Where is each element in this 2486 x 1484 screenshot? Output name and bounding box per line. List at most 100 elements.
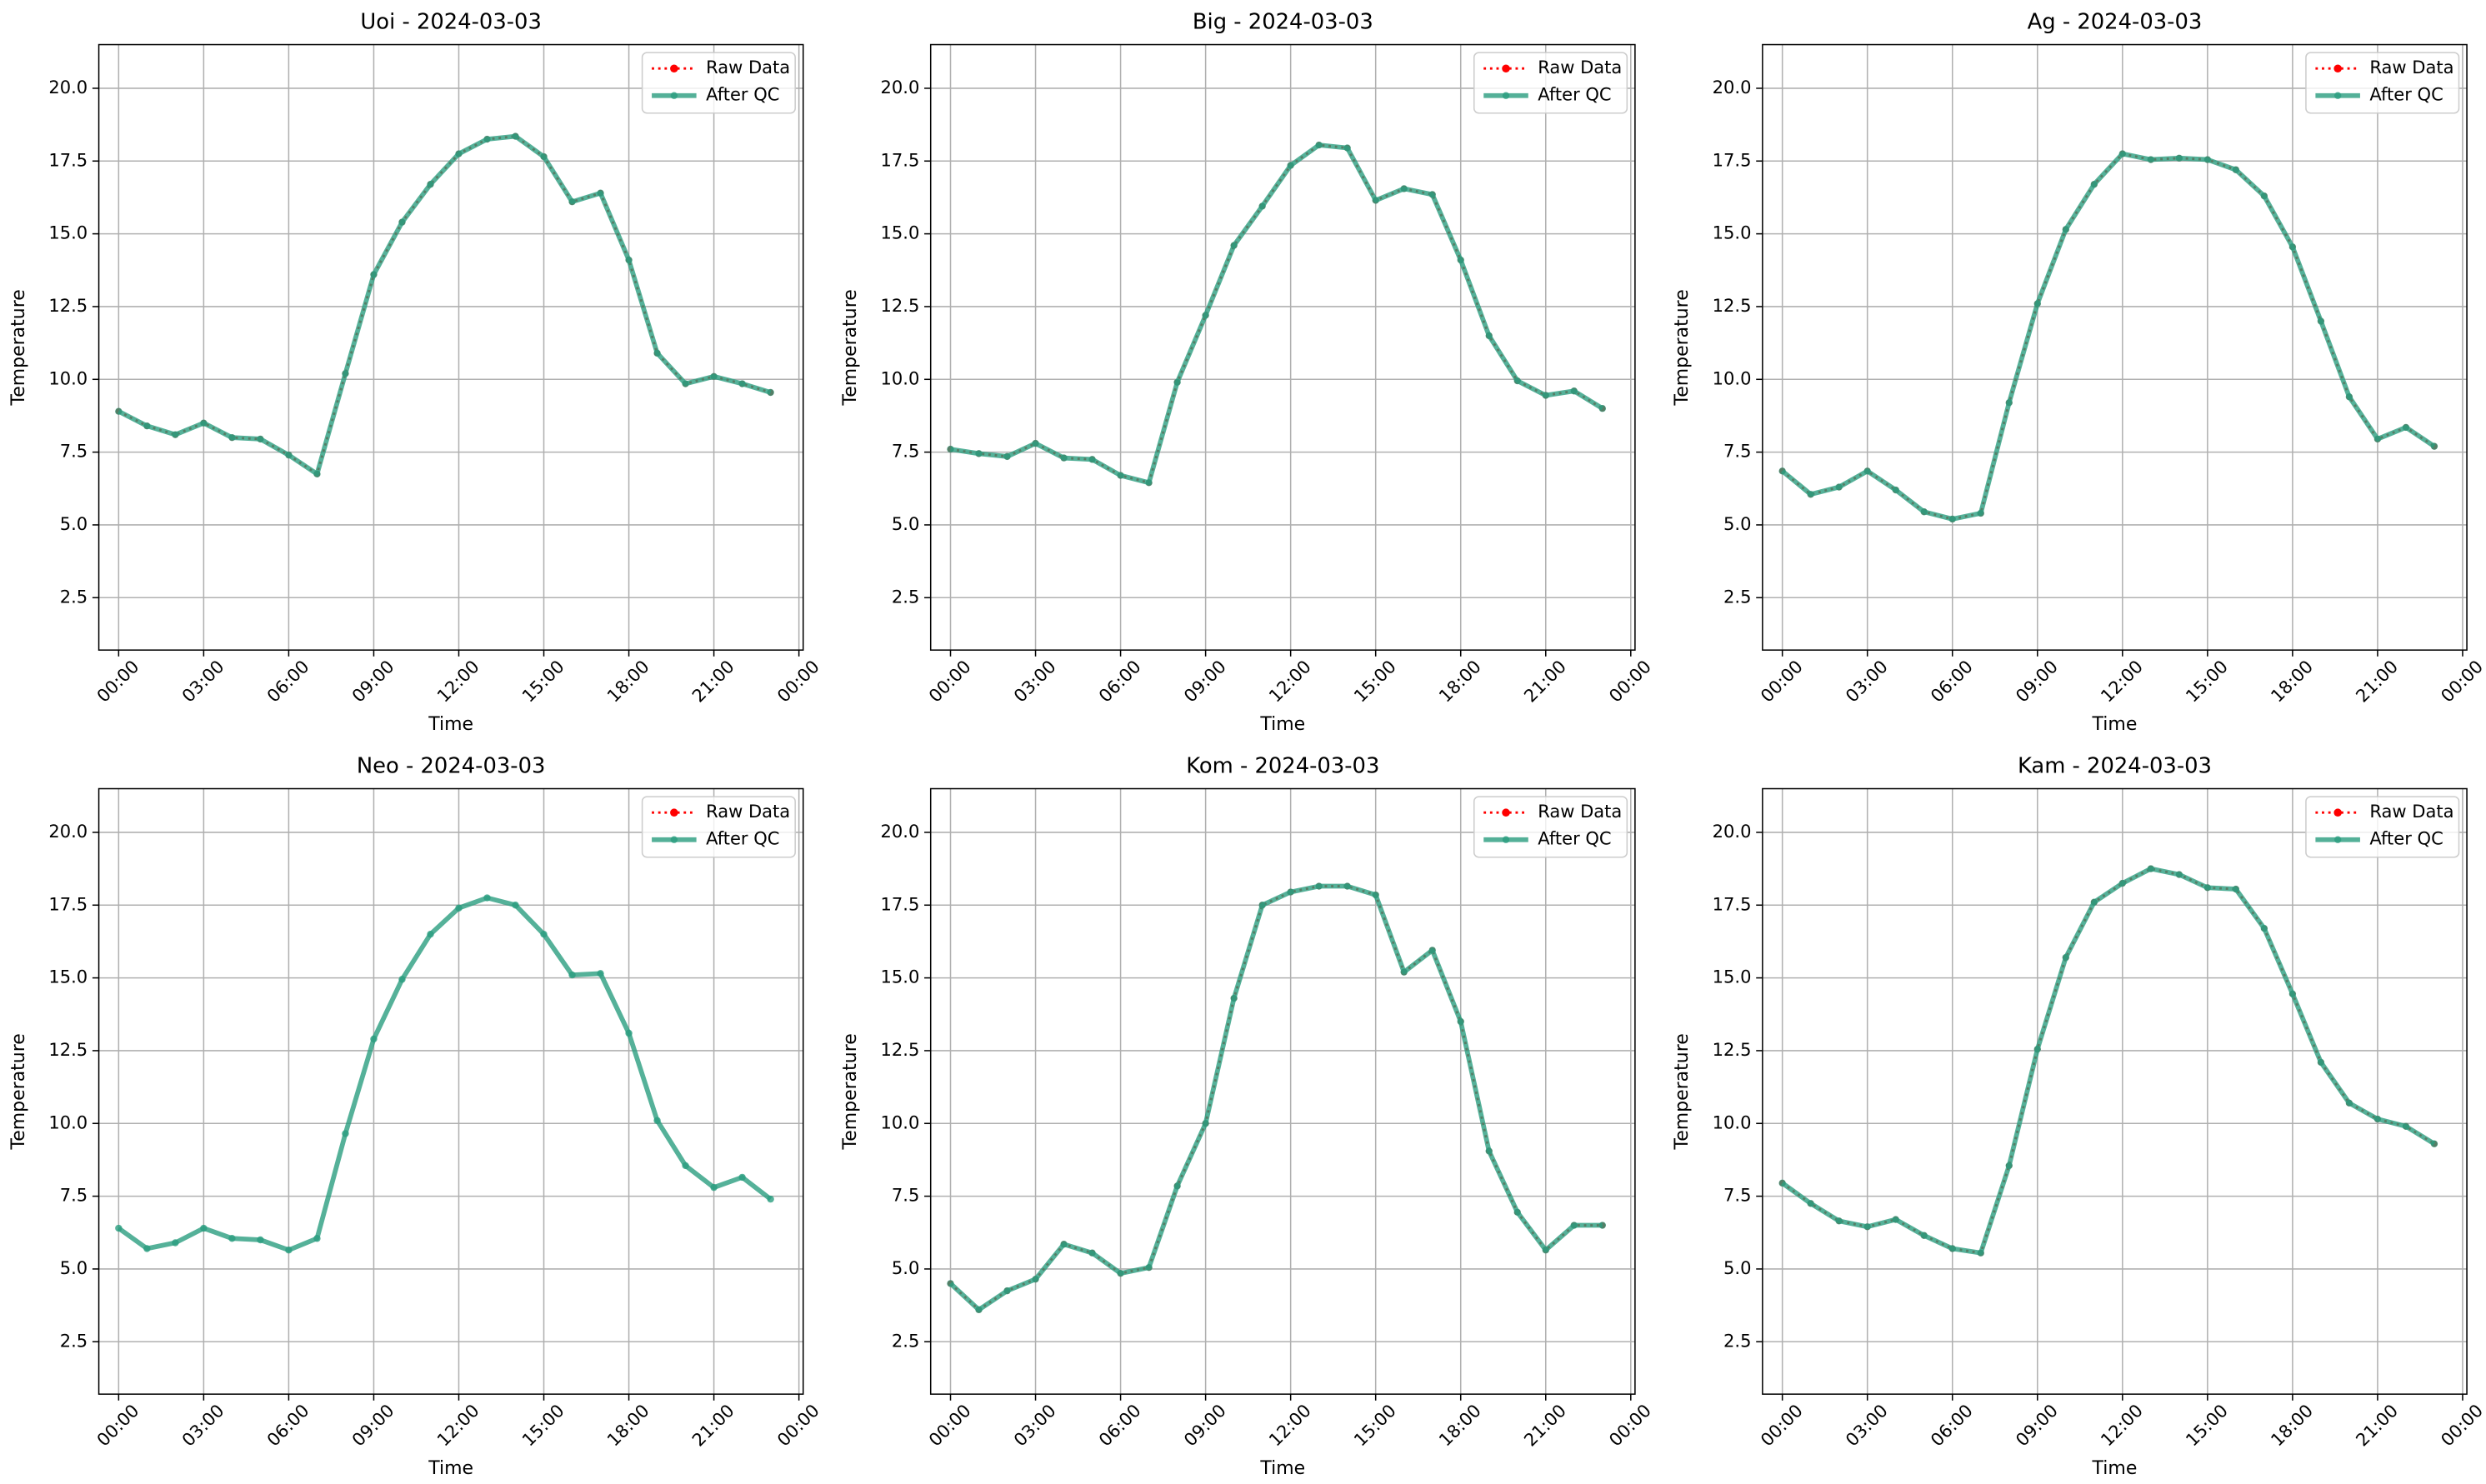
qc-point	[1863, 1223, 1871, 1231]
qc-point	[1542, 392, 1549, 399]
qc-point	[2288, 243, 2297, 251]
qc-point	[313, 470, 321, 478]
qc-point	[1343, 882, 1351, 890]
y-tick-label: 2.5	[60, 586, 88, 607]
qc-point	[2402, 1122, 2410, 1130]
qc-point	[1948, 515, 1956, 523]
qc-point	[1003, 1287, 1011, 1295]
axes-frame	[1762, 43, 2468, 651]
x-tick-label: 21:00	[2352, 1400, 2403, 1451]
x-tick-label: 15:00	[2182, 1400, 2233, 1451]
qc-point	[1287, 888, 1294, 896]
y-tick-label: 10.0	[48, 1112, 88, 1132]
x-axis-label: Time	[428, 714, 473, 735]
x-tick-label: 21:00	[688, 1400, 738, 1451]
legend-label: Raw Data	[1538, 801, 1622, 822]
x-tick-label: 12:00	[1264, 656, 1315, 707]
qc-point	[568, 197, 576, 206]
x-tick-label: 00:00	[2437, 1400, 2486, 1451]
qc-point	[625, 1029, 633, 1037]
y-tick-label: 17.5	[881, 893, 920, 914]
x-tick-label: 00:00	[924, 1400, 975, 1451]
qc-point	[427, 930, 434, 938]
qc-point	[568, 971, 576, 979]
x-tick-label: 00:00	[2437, 656, 2486, 707]
qc-point	[2288, 990, 2297, 998]
subplot-title: Big - 2024-03-03	[1193, 9, 1373, 34]
qc-point	[1542, 1247, 1549, 1254]
x-tick-label: 00:00	[93, 656, 143, 707]
y-tick-label: 12.5	[48, 295, 88, 316]
qc-point	[1570, 1222, 1578, 1229]
y-tick-label: 5.0	[1723, 513, 1751, 534]
qc-point	[653, 1117, 661, 1124]
qc-point	[2033, 300, 2041, 307]
qc-point	[625, 256, 633, 264]
x-tick-label: 00:00	[1604, 656, 1655, 707]
y-tick-label: 15.0	[48, 967, 88, 987]
qc-point	[2232, 885, 2240, 893]
y-tick-label: 20.0	[48, 821, 88, 842]
legend-marker	[670, 64, 678, 73]
qc-point	[710, 1183, 718, 1192]
qc-point	[1807, 491, 1814, 498]
x-tick-label: 12:00	[2096, 656, 2147, 707]
y-axis-label: Temperature	[1672, 1033, 1693, 1150]
x-tick-label: 03:00	[1009, 1400, 1060, 1451]
qc-point	[2175, 871, 2183, 878]
x-tick-label: 18:00	[603, 1400, 653, 1451]
qc-point	[1230, 994, 1238, 1002]
x-tick-label: 09:00	[348, 656, 398, 707]
qc-line	[1781, 866, 2436, 1256]
qc-point	[2175, 154, 2183, 162]
qc-point	[947, 445, 954, 453]
qc-point	[370, 271, 378, 278]
qc-line	[1780, 151, 2436, 522]
subplot-title: Kam - 2024-03-03	[2018, 753, 2212, 778]
qc-point	[1202, 1120, 1209, 1127]
legend-marker	[670, 808, 678, 817]
qc-point	[2430, 1140, 2438, 1147]
qc-point	[1003, 452, 1011, 461]
qc-point	[2005, 1162, 2013, 1170]
qc-point	[653, 349, 661, 357]
y-tick-label: 17.5	[881, 149, 920, 170]
qc-point	[143, 1245, 151, 1252]
qc-point	[228, 1235, 236, 1242]
legend-marker	[1502, 64, 1510, 73]
x-axis-label: Time	[2092, 1458, 2138, 1479]
y-tick-label: 5.0	[60, 513, 88, 534]
y-axis-label: Temperature	[8, 1033, 29, 1150]
qc-point	[1088, 456, 1096, 463]
y-tick-label: 2.5	[60, 1330, 88, 1351]
x-tick-label: 06:00	[263, 1400, 313, 1451]
legend-label: After QC	[2369, 84, 2443, 105]
qc-point	[1060, 454, 1068, 462]
qc-point	[597, 970, 604, 977]
qc-point	[257, 435, 264, 443]
qc-point	[2118, 879, 2127, 887]
qc-point	[738, 380, 746, 387]
y-tick-label: 5.0	[60, 1257, 88, 1278]
subplot-title: Neo - 2024-03-03	[357, 753, 546, 778]
qc-point	[1173, 378, 1181, 386]
qc-point	[1948, 1245, 1956, 1252]
x-tick-label: 18:00	[603, 656, 653, 707]
qc-point	[1598, 405, 1606, 412]
qc-point	[2373, 1115, 2382, 1123]
qc-point	[1485, 1147, 1493, 1155]
qc-point	[1835, 1217, 1843, 1225]
y-tick-label: 20.0	[881, 821, 920, 842]
legend-marker	[1502, 808, 1510, 817]
qc-point	[1117, 1269, 1124, 1277]
y-tick-label: 15.0	[1713, 967, 1752, 987]
x-tick-label: 18:00	[1434, 1400, 1485, 1451]
y-tick-label: 7.5	[60, 1185, 88, 1206]
qc-point	[1835, 483, 1843, 491]
qc-point	[200, 1224, 208, 1232]
qc-point	[1863, 467, 1871, 475]
qc-point	[1513, 1208, 1521, 1217]
x-tick-label: 18:00	[2267, 1400, 2318, 1451]
qc-point	[2402, 423, 2410, 432]
qc-point	[1032, 439, 1039, 447]
